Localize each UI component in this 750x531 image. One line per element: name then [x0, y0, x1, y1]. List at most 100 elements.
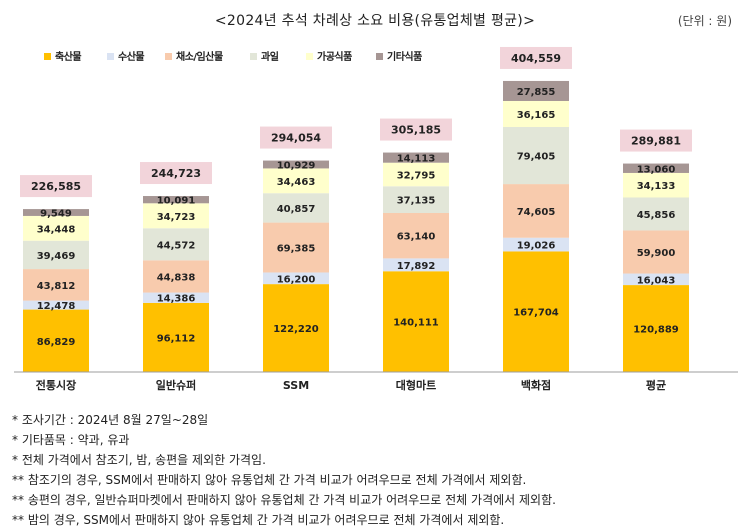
legend-label: 과일 [261, 50, 279, 63]
note-survey-period: * 조사기간 : 2024년 8월 27일~28일 [12, 413, 209, 427]
bar-segment [263, 272, 329, 285]
data-label: 10,091 [157, 196, 196, 207]
data-label: 19,026 [517, 241, 556, 252]
data-label: 44,838 [157, 272, 196, 283]
bar-segment [263, 284, 329, 372]
bar-segment [23, 240, 89, 270]
data-label: 16,200 [277, 274, 316, 285]
data-label: 9,549 [40, 209, 72, 220]
data-label: 37,135 [397, 196, 436, 207]
x-tick-label: 전통시장 [36, 378, 76, 392]
x-tick-label: 백화점 [521, 378, 551, 392]
data-label: 86,829 [37, 337, 76, 348]
data-label: 13,060 [637, 164, 676, 175]
bar-segment [263, 160, 329, 169]
x-tick-label: SSM [283, 379, 309, 392]
bar-segment [383, 162, 449, 187]
chart-title: <2024년 추석 차례상 소요 비용(유통업체별 평균)> [214, 13, 536, 29]
bar-segment [503, 100, 569, 127]
data-label: 34,448 [37, 224, 76, 235]
note-excluded-items: * 전체 가격에서 참조기, 밤, 송편을 제외한 가격임. [12, 453, 266, 467]
data-label: 120,889 [633, 325, 679, 336]
x-tick-label: 평균 [646, 378, 666, 392]
legend-label: 가공식품 [317, 50, 352, 63]
legend-label: 수산물 [118, 50, 144, 63]
x-tick-label: 일반슈퍼 [156, 378, 196, 392]
note-croaker: ** 참조기의 경우, SSM에서 판매하지 않아 유통업체 간 가격 비교가 … [12, 473, 527, 487]
data-label: 140,111 [393, 318, 439, 329]
data-label: 17,892 [397, 261, 436, 272]
bar-segment [143, 302, 209, 372]
legend-swatch [376, 53, 383, 60]
total-label: 305,185 [391, 124, 441, 137]
bar-segment [23, 300, 89, 310]
legend-swatch [306, 53, 313, 60]
bar-segment [383, 152, 449, 163]
total-label: 294,054 [271, 132, 321, 145]
data-label: 16,043 [637, 275, 676, 286]
total-box [620, 129, 692, 152]
legend-swatch [165, 53, 172, 60]
legend-swatch [107, 53, 114, 60]
bar-segment [503, 184, 569, 238]
total-label: 404,559 [511, 52, 561, 65]
data-label: 96,112 [157, 333, 196, 344]
bar-segment [23, 269, 89, 301]
data-label: 59,900 [637, 248, 676, 259]
data-label: 167,704 [513, 308, 559, 319]
footnotes: * 조사기간 : 2024년 8월 27일~28일 * 기타품목 : 약과, 유… [12, 410, 742, 530]
note-songpyeon: ** 송편의 경우, 일반슈퍼마켓에서 판매하지 않아 유통업체 간 가격 비교… [12, 493, 556, 507]
total-label: 226,585 [31, 180, 81, 193]
bar-segment [383, 271, 449, 372]
bar-segment [623, 197, 689, 231]
bar-segment [143, 260, 209, 293]
bar-segment [623, 163, 689, 173]
data-label: 63,140 [397, 232, 436, 243]
bar-segment [503, 251, 569, 372]
bar-segment [383, 186, 449, 213]
bar-segment [383, 258, 449, 272]
x-axis-labels: 전통시장 일반슈퍼 SSM 대형마트 백화점 평균 [36, 378, 666, 392]
data-label: 14,113 [397, 154, 436, 165]
legend-swatch [250, 53, 257, 60]
bar-segment [623, 273, 689, 286]
data-label: 40,857 [277, 204, 316, 215]
bar-segment [263, 193, 329, 223]
data-label: 74,605 [517, 207, 556, 218]
total-box [380, 118, 452, 141]
bars: 86,829 12,478 43,812 39,469 34,448 9,549 226,5… [20, 46, 692, 372]
total-box [260, 126, 332, 149]
legend-label: 기타식품 [387, 50, 422, 63]
bar-segment [23, 209, 89, 216]
data-label: 69,385 [277, 244, 316, 255]
bar-segment [263, 222, 329, 273]
bar-segment [263, 168, 329, 194]
data-label: 44,572 [157, 240, 196, 251]
data-label: 34,463 [277, 177, 316, 188]
bar-segment [623, 285, 689, 372]
total-box [500, 46, 572, 69]
bar-segment [623, 230, 689, 274]
bar-segment [503, 126, 569, 185]
data-label: 79,405 [517, 152, 556, 163]
legend-label: 축산물 [55, 50, 81, 63]
total-box [20, 175, 92, 198]
data-label: 45,856 [637, 210, 676, 221]
bar-segment [143, 196, 209, 204]
bar-segment [623, 172, 689, 198]
bar-segment [143, 292, 209, 303]
bar-segment [23, 309, 89, 372]
x-tick-label: 대형마트 [396, 378, 436, 392]
total-label: 289,881 [631, 135, 681, 148]
total-label: 244,723 [151, 167, 201, 180]
data-label: 12,478 [37, 301, 76, 312]
legend: 축산물 수산물 채소/임산물 과일 가공식품 기타식품 [44, 50, 423, 63]
bar-segment [23, 215, 89, 241]
bar-segment [143, 228, 209, 261]
unit-label: (단위 : 원) [677, 14, 732, 28]
data-label: 14,386 [157, 294, 196, 305]
bar-segment [503, 237, 569, 252]
bar-segment [383, 212, 449, 259]
data-label: 43,812 [37, 281, 76, 292]
bar-segment [503, 80, 569, 101]
